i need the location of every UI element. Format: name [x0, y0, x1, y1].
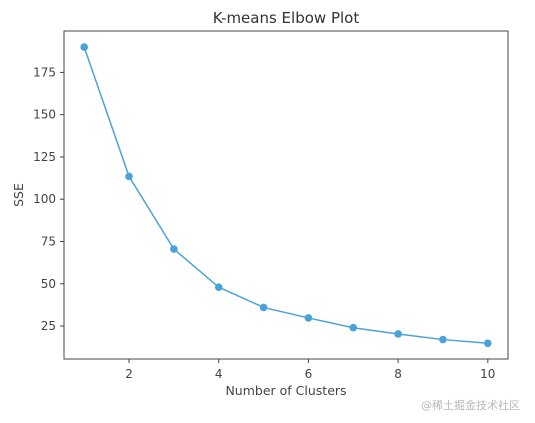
x-tick-label: 6: [305, 367, 313, 381]
data-point: [80, 43, 88, 51]
x-axis: 2 4 6 8 10: [125, 359, 495, 381]
y-tick-label: 125: [33, 150, 56, 164]
y-axis-label: SSE: [11, 183, 26, 207]
x-tick-label: 2: [125, 367, 133, 381]
x-tick-label: 4: [215, 367, 223, 381]
y-tick-label: 150: [33, 108, 56, 122]
y-axis: 25 50 75 100 125 150 175: [33, 65, 64, 333]
data-point: [439, 335, 447, 344]
plot-frame: [63, 30, 509, 360]
series-line: [83, 46, 488, 345]
data-point: [125, 172, 133, 181]
y-tick-label: 175: [33, 65, 56, 79]
x-axis-label: Number of Clusters: [225, 383, 346, 398]
chart-title: K-means Elbow Plot: [213, 9, 360, 27]
data-point: [214, 283, 223, 291]
y-tick-label: 25: [41, 319, 56, 333]
x-tick-label: 10: [480, 367, 495, 381]
plot-area: [63, 30, 509, 360]
data-point: [170, 245, 178, 253]
x-tick-label: 8: [394, 367, 402, 381]
data-point: [394, 330, 402, 338]
data-point: [304, 314, 313, 322]
y-tick-label: 100: [33, 192, 56, 206]
data-point: [349, 323, 358, 332]
y-tick-label: 50: [41, 277, 56, 291]
sse-series: [80, 43, 492, 348]
data-point: [484, 339, 492, 348]
data-point: [259, 303, 268, 312]
y-tick-label: 75: [41, 234, 56, 248]
watermark: @稀土掘金技术社区: [421, 399, 520, 412]
